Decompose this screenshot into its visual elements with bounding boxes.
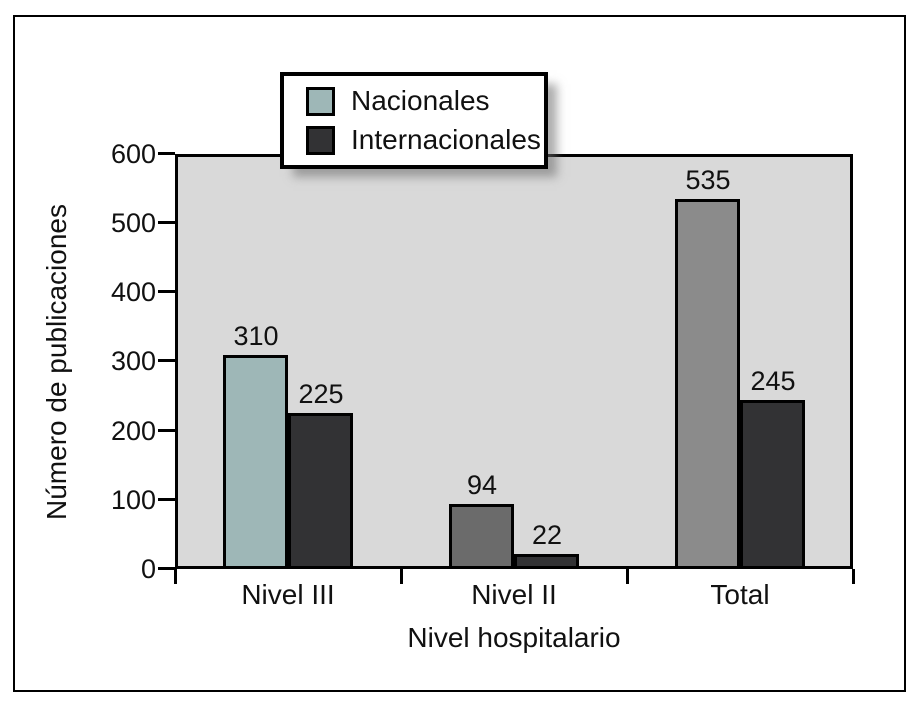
legend-swatch-nacionales bbox=[306, 86, 335, 116]
bar-value-label: 310 bbox=[233, 321, 279, 351]
y-tick-mark bbox=[158, 429, 175, 432]
x-tick-mark bbox=[174, 569, 177, 584]
y-tick-label: 400 bbox=[110, 277, 156, 307]
y-tick-label: 0 bbox=[140, 554, 156, 584]
y-tick-label: 500 bbox=[110, 208, 156, 238]
y-tick-label: 200 bbox=[110, 416, 156, 446]
bar-internacionales-3 bbox=[740, 400, 805, 569]
y-tick-mark bbox=[158, 498, 175, 501]
bar-value-label: 225 bbox=[298, 379, 344, 409]
y-tick-mark bbox=[158, 152, 175, 155]
y-tick-mark bbox=[158, 567, 175, 570]
legend-item-label: Internacionales bbox=[351, 124, 541, 155]
x-axis-title: Nivel hospitalario bbox=[407, 622, 621, 653]
bar-nacionales-2 bbox=[449, 504, 514, 569]
figure-frame bbox=[13, 15, 906, 692]
x-tick-mark bbox=[852, 569, 855, 584]
bar-value-label: 94 bbox=[466, 470, 498, 500]
y-tick-mark bbox=[158, 221, 175, 224]
y-tick-mark bbox=[158, 290, 175, 293]
y-tick-mark bbox=[158, 359, 175, 362]
y-tick-label: 100 bbox=[110, 485, 156, 515]
x-category-label: Nivel III bbox=[241, 579, 335, 610]
bar-nacionales-1 bbox=[223, 355, 288, 569]
bar-value-label: 245 bbox=[750, 366, 796, 396]
bar-nacionales-3 bbox=[675, 199, 740, 569]
legend-item: Nacionales bbox=[306, 85, 544, 117]
x-tick-mark bbox=[400, 569, 403, 584]
bar-value-label: 22 bbox=[531, 520, 563, 550]
legend-box: Nacionales Internacionales bbox=[280, 72, 548, 169]
x-category-label: Nivel II bbox=[471, 579, 557, 610]
y-tick-label: 300 bbox=[110, 346, 156, 376]
legend-swatch-internacionales bbox=[306, 125, 335, 155]
x-tick-mark bbox=[626, 569, 629, 584]
y-tick-label: 600 bbox=[110, 139, 156, 169]
x-category-label: Total bbox=[710, 579, 770, 610]
legend-item-label: Nacionales bbox=[351, 85, 490, 116]
legend-item: Internacionales bbox=[306, 124, 544, 156]
bar-internacionales-2 bbox=[514, 554, 579, 569]
bar-internacionales-1 bbox=[288, 413, 353, 569]
bar-value-label: 535 bbox=[685, 165, 731, 195]
